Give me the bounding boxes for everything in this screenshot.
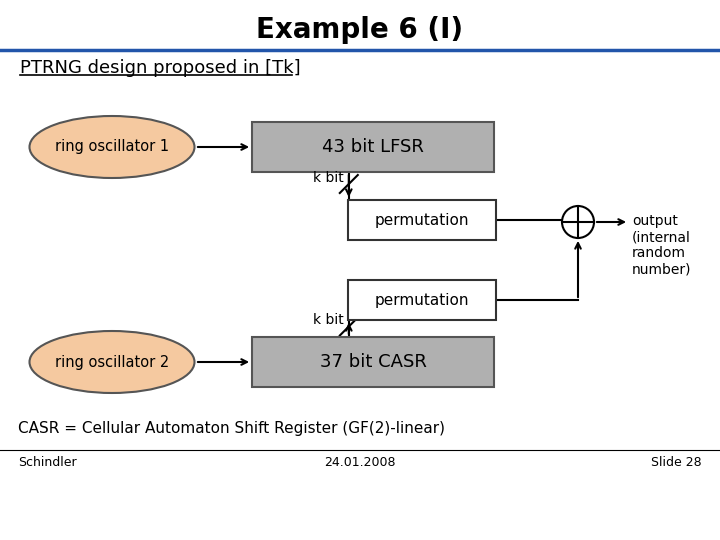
Text: 37 bit CASR: 37 bit CASR [320,353,426,371]
Text: output
(internal
random
number): output (internal random number) [632,214,691,276]
FancyBboxPatch shape [252,337,494,387]
Text: ring oscillator 1: ring oscillator 1 [55,139,169,154]
Text: PTRNG design proposed in [Tk]: PTRNG design proposed in [Tk] [20,59,301,77]
FancyBboxPatch shape [252,122,494,172]
Text: k bit: k bit [313,314,344,327]
FancyBboxPatch shape [348,280,496,320]
Text: k bit: k bit [313,171,344,185]
Text: Schindler: Schindler [18,456,76,469]
Text: Example 6 (I): Example 6 (I) [256,16,464,44]
FancyBboxPatch shape [348,200,496,240]
Text: 24.01.2008: 24.01.2008 [324,456,396,469]
Text: permutation: permutation [374,213,469,227]
Text: 43 bit LFSR: 43 bit LFSR [322,138,424,156]
Text: CASR = Cellular Automaton Shift Register (GF(2)-linear): CASR = Cellular Automaton Shift Register… [18,421,445,435]
Text: permutation: permutation [374,293,469,307]
Text: ring oscillator 2: ring oscillator 2 [55,354,169,369]
Ellipse shape [30,116,194,178]
Text: Slide 28: Slide 28 [652,456,702,469]
Ellipse shape [30,331,194,393]
Circle shape [562,206,594,238]
